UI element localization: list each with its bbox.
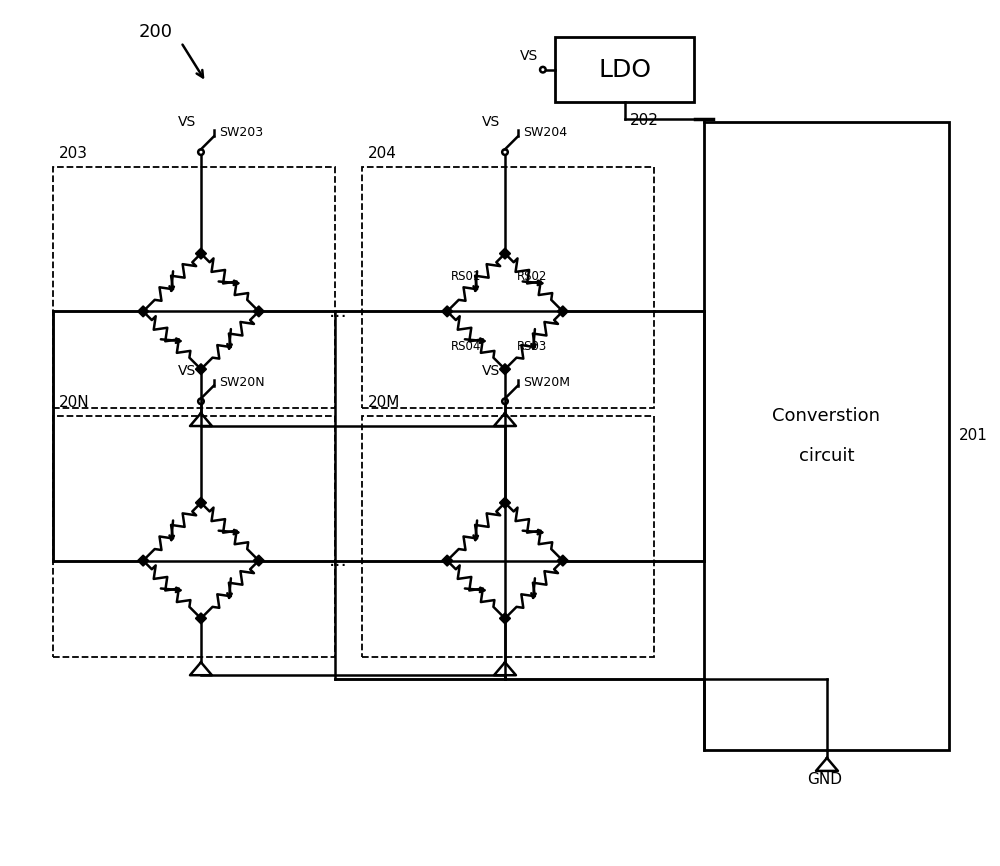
Text: 201: 201 (959, 429, 987, 443)
Polygon shape (500, 497, 510, 508)
Bar (362, 167, 654, 408)
Text: 204: 204 (367, 145, 396, 161)
Text: VS: VS (482, 365, 500, 378)
Text: ...: ... (329, 302, 348, 321)
Text: 202: 202 (630, 113, 658, 127)
Text: ...: ... (329, 551, 348, 570)
Text: SW204: SW204 (523, 126, 567, 139)
Text: circuit: circuit (799, 447, 854, 465)
Bar (53, 416, 335, 657)
Text: 200: 200 (139, 23, 173, 42)
Polygon shape (195, 497, 206, 508)
Polygon shape (442, 306, 453, 317)
Text: 20N: 20N (58, 395, 89, 410)
Polygon shape (557, 306, 568, 317)
Text: LDO: LDO (598, 58, 651, 81)
Polygon shape (557, 555, 568, 566)
Text: 20M: 20M (367, 395, 400, 410)
Polygon shape (138, 306, 149, 317)
Polygon shape (500, 364, 510, 375)
Polygon shape (195, 613, 206, 624)
Text: VS: VS (520, 48, 538, 62)
Text: GND: GND (807, 772, 842, 787)
Bar (53, 167, 335, 408)
Bar (362, 416, 654, 657)
Text: SW203: SW203 (219, 126, 263, 139)
Text: RS01: RS01 (451, 270, 482, 283)
Bar (704, 122, 949, 750)
Text: RS04: RS04 (451, 340, 482, 353)
Polygon shape (253, 555, 264, 566)
Bar (555, 37, 694, 102)
Polygon shape (195, 248, 206, 259)
Polygon shape (500, 248, 510, 259)
Text: SW20N: SW20N (219, 376, 265, 389)
Text: RS02: RS02 (517, 270, 547, 283)
Polygon shape (138, 555, 149, 566)
Polygon shape (442, 555, 453, 566)
Text: VS: VS (178, 365, 196, 378)
Polygon shape (195, 364, 206, 375)
Text: SW20M: SW20M (523, 376, 570, 389)
Text: RS03: RS03 (517, 340, 547, 353)
Polygon shape (500, 613, 510, 624)
Text: Converstion: Converstion (772, 407, 880, 425)
Text: VS: VS (178, 115, 196, 129)
Polygon shape (253, 306, 264, 317)
Text: VS: VS (482, 115, 500, 129)
Text: 203: 203 (58, 145, 87, 161)
